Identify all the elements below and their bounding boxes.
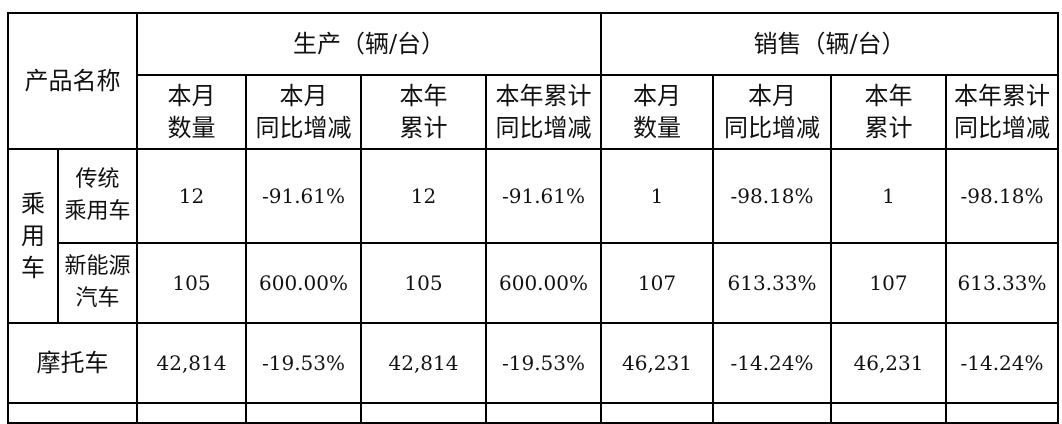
cell: -14.24% [712,322,832,404]
cell: 613.33% [712,242,832,324]
cell: 1 [830,148,947,244]
cell: 613.33% [945,242,1059,324]
cell: 12 [136,148,247,244]
cell: 46,231 [600,322,714,404]
traditional-label: 传统 乘用车 [57,148,138,244]
motorcycle-label: 摩托车 [7,322,138,404]
passenger-car-group-label: 乘用车 [7,148,59,324]
cell: 42,814 [136,322,247,404]
header-row-1: 产品名称 生产（辆/台） 销售（辆/台） [7,12,1059,150]
cell: 105 [136,242,247,324]
cell: 46,231 [830,322,947,404]
sales-header: 销售（辆/台） [600,12,1059,76]
prod-month-yoy-header: 本月 同比增减 [245,74,362,150]
table-row-new-energy: 新能源 汽车 105 600.00% 105 600.00% 107 613.33… [8,242,1059,324]
sales-month-qty-header: 本月 数量 [600,74,714,150]
product-name-header: 产品名称 [7,12,138,150]
prod-month-qty-header: 本月 数量 [136,74,247,150]
sales-month-yoy-header: 本月 同比增减 [712,74,832,150]
cell: -19.53% [485,322,602,404]
cell: 12 [360,148,487,244]
table-row-motorcycle: 摩托车 42,814 -19.53% 42,814 -19.53% 46,231… [7,322,1059,404]
cell: -14.24% [945,322,1059,404]
cell: 600.00% [485,242,602,324]
cell: 105 [360,242,487,324]
sales-ytd-yoy-header: 本年累计 同比增减 [945,74,1059,150]
header-row-2: 本月 数量 本月 同比增减 本年 累计 本年累计 同比增减 本月 数量 本月 同比增减 本年… [8,74,1059,150]
cell: 600.00% [245,242,362,324]
cell: -91.61% [245,148,362,244]
sales-ytd-header: 本年 累计 [830,74,947,150]
cell: 1 [600,148,714,244]
cell: -98.18% [712,148,832,244]
prod-ytd-header: 本年 累计 [360,74,487,150]
table-row-cut-off [7,402,1059,424]
cell: 107 [830,242,947,324]
prod-ytd-yoy-header: 本年累计 同比增减 [485,74,602,150]
new-energy-label: 新能源 汽车 [57,242,138,324]
production-sales-table: 产品名称 生产（辆/台） 销售（辆/台） 本月 数量 本月 同比增减 本年 累计 本年… [7,12,1059,424]
table-row-traditional: 乘用车 传统 乘用车 12 -91.61% 12 -91.61% 1 -98.18… [7,148,1059,324]
cell: 107 [600,242,714,324]
cell: 42,814 [360,322,487,404]
cell: -98.18% [945,148,1059,244]
production-header: 生产（辆/台） [136,12,602,76]
cell: -19.53% [245,322,362,404]
cell: -91.61% [485,148,602,244]
